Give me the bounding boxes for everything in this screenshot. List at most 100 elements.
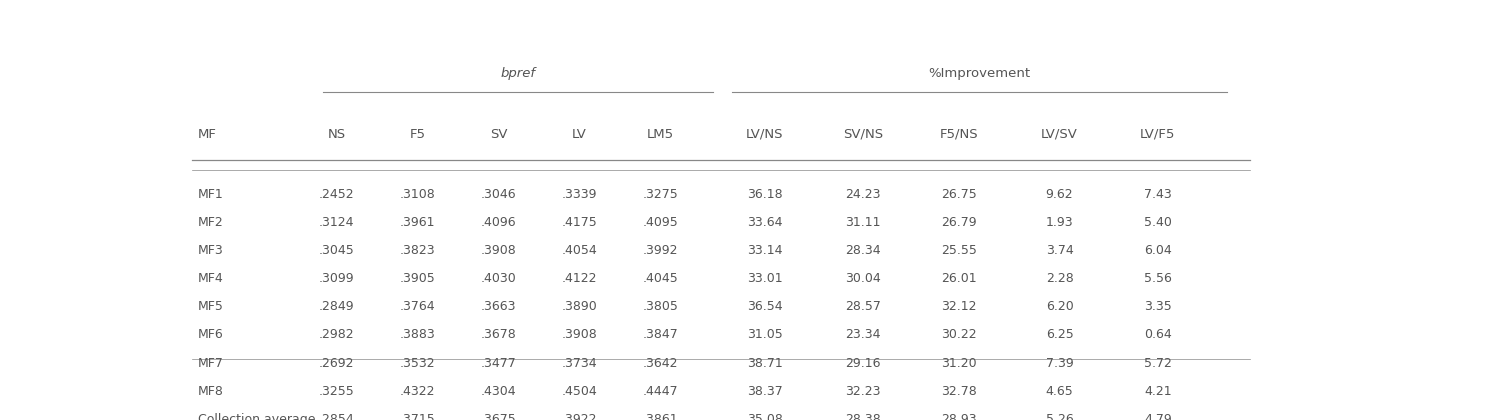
Text: .2849: .2849 [319,300,355,313]
Text: 9.62: 9.62 [1046,188,1073,201]
Text: .4122: .4122 [562,272,597,285]
Text: 38.37: 38.37 [747,385,782,398]
Text: 4.21: 4.21 [1144,385,1171,398]
Text: 33.01: 33.01 [747,272,782,285]
Text: .4447: .4447 [643,385,679,398]
Text: .3905: .3905 [400,272,436,285]
Text: .3908: .3908 [562,328,597,341]
Text: .3922: .3922 [562,413,597,420]
Text: MF4: MF4 [198,272,224,285]
Text: MF: MF [198,128,216,141]
Text: bpref: bpref [501,66,536,79]
Text: .3734: .3734 [562,357,597,370]
Text: .2854: .2854 [319,413,355,420]
Text: MF8: MF8 [198,385,224,398]
Text: F5/NS: F5/NS [940,128,979,141]
Text: 33.64: 33.64 [747,216,782,229]
Text: 25.55: 25.55 [941,244,977,257]
Text: .3675: .3675 [480,413,516,420]
Text: MF2: MF2 [198,216,224,229]
Text: MF3: MF3 [198,244,224,257]
Text: .2982: .2982 [319,328,355,341]
Text: 5.56: 5.56 [1144,272,1171,285]
Text: 35.08: 35.08 [746,413,783,420]
Text: .3046: .3046 [480,188,516,201]
Text: LM5: LM5 [648,128,674,141]
Text: 7.39: 7.39 [1046,357,1073,370]
Text: LV/SV: LV/SV [1041,128,1077,141]
Text: NS: NS [328,128,346,141]
Text: 30.22: 30.22 [941,328,977,341]
Text: MF7: MF7 [198,357,224,370]
Text: .3847: .3847 [643,328,679,341]
Text: .3532: .3532 [400,357,436,370]
Text: 28.38: 28.38 [844,413,880,420]
Text: .3663: .3663 [480,300,516,313]
Text: .4304: .4304 [480,385,516,398]
Text: .3124: .3124 [319,216,355,229]
Text: 26.75: 26.75 [941,188,977,201]
Text: 5.40: 5.40 [1144,216,1171,229]
Text: .3908: .3908 [480,244,516,257]
Text: 2.28: 2.28 [1046,272,1073,285]
Text: MF6: MF6 [198,328,224,341]
Text: LV/F5: LV/F5 [1140,128,1176,141]
Text: .3961: .3961 [400,216,436,229]
Text: 31.05: 31.05 [747,328,782,341]
Text: .3099: .3099 [319,272,355,285]
Text: 26.79: 26.79 [941,216,977,229]
Text: 6.04: 6.04 [1144,244,1171,257]
Text: 3.74: 3.74 [1046,244,1073,257]
Text: 31.20: 31.20 [941,357,977,370]
Text: .3045: .3045 [319,244,355,257]
Text: .2692: .2692 [319,357,355,370]
Text: MF1: MF1 [198,188,224,201]
Text: .3275: .3275 [643,188,679,201]
Text: 1.93: 1.93 [1046,216,1073,229]
Text: 31.11: 31.11 [844,216,880,229]
Text: F5: F5 [410,128,425,141]
Text: LV/NS: LV/NS [746,128,783,141]
Text: 38.71: 38.71 [747,357,782,370]
Text: .4045: .4045 [643,272,679,285]
Text: .4030: .4030 [480,272,516,285]
Text: 6.20: 6.20 [1046,300,1073,313]
Text: .3678: .3678 [480,328,516,341]
Text: .4095: .4095 [643,216,679,229]
Text: 5.26: 5.26 [1046,413,1073,420]
Text: .3890: .3890 [562,300,597,313]
Text: 4.79: 4.79 [1144,413,1171,420]
Text: .4175: .4175 [562,216,597,229]
Text: SV: SV [489,128,507,141]
Text: 24.23: 24.23 [844,188,880,201]
Text: 32.23: 32.23 [844,385,880,398]
Text: .3477: .3477 [480,357,516,370]
Text: 36.18: 36.18 [747,188,782,201]
Text: .3805: .3805 [643,300,679,313]
Text: .2452: .2452 [319,188,355,201]
Text: .4054: .4054 [562,244,597,257]
Text: 7.43: 7.43 [1144,188,1171,201]
Text: .4096: .4096 [480,216,516,229]
Text: 33.14: 33.14 [747,244,782,257]
Text: 0.64: 0.64 [1144,328,1171,341]
Text: .3642: .3642 [643,357,679,370]
Text: SV/NS: SV/NS [843,128,883,141]
Text: MF5: MF5 [198,300,224,313]
Text: .4504: .4504 [562,385,597,398]
Text: .3108: .3108 [400,188,436,201]
Text: 4.65: 4.65 [1046,385,1073,398]
Text: 28.93: 28.93 [941,413,977,420]
Text: .3339: .3339 [562,188,597,201]
Text: .3883: .3883 [400,328,436,341]
Text: 28.57: 28.57 [844,300,880,313]
Text: 28.34: 28.34 [844,244,880,257]
Text: 32.78: 32.78 [941,385,977,398]
Text: 32.12: 32.12 [941,300,977,313]
Text: 5.72: 5.72 [1144,357,1171,370]
Text: 30.04: 30.04 [844,272,880,285]
Text: Collection average: Collection average [198,413,316,420]
Text: 23.34: 23.34 [844,328,880,341]
Text: .4322: .4322 [400,385,436,398]
Text: 26.01: 26.01 [941,272,977,285]
